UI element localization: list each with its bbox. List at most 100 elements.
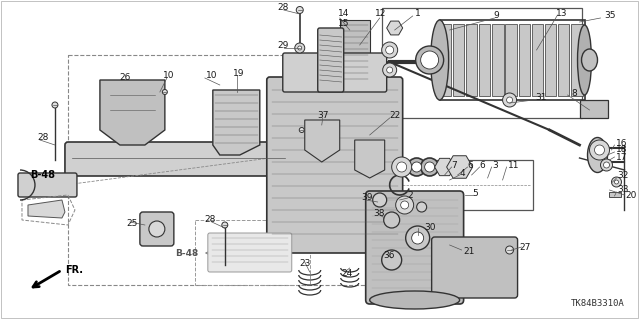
- Circle shape: [387, 67, 393, 73]
- Bar: [68, 55, 378, 285]
- Circle shape: [420, 158, 438, 176]
- Bar: [545, 24, 556, 96]
- Text: 13: 13: [556, 9, 567, 18]
- Text: TK84B3310A: TK84B3310A: [571, 299, 625, 308]
- Circle shape: [392, 157, 412, 177]
- FancyBboxPatch shape: [283, 53, 387, 92]
- Circle shape: [298, 46, 301, 50]
- Text: 24: 24: [342, 269, 353, 278]
- Circle shape: [300, 128, 304, 132]
- Text: FR.: FR.: [65, 265, 83, 275]
- Text: 30: 30: [425, 224, 436, 233]
- Bar: [440, 24, 451, 96]
- Circle shape: [372, 193, 387, 207]
- Circle shape: [296, 6, 303, 13]
- Text: 21: 21: [463, 248, 475, 256]
- Polygon shape: [340, 20, 370, 80]
- Circle shape: [604, 162, 609, 168]
- Circle shape: [406, 226, 429, 250]
- Ellipse shape: [588, 137, 607, 173]
- Text: 8: 8: [572, 88, 577, 98]
- Bar: [453, 24, 464, 96]
- Text: 28: 28: [37, 133, 49, 143]
- Ellipse shape: [577, 25, 591, 95]
- Text: 29: 29: [278, 41, 289, 49]
- Text: 38: 38: [374, 209, 385, 218]
- Circle shape: [396, 196, 413, 214]
- Circle shape: [386, 46, 394, 54]
- FancyBboxPatch shape: [317, 28, 344, 92]
- Text: 19: 19: [233, 69, 244, 78]
- Text: 10: 10: [163, 71, 174, 80]
- Circle shape: [415, 46, 444, 74]
- Text: 5: 5: [472, 189, 478, 197]
- Bar: [466, 24, 477, 96]
- Bar: [393, 160, 532, 210]
- FancyBboxPatch shape: [65, 142, 291, 176]
- Text: 17: 17: [616, 152, 627, 161]
- Ellipse shape: [582, 49, 598, 71]
- Bar: [572, 24, 582, 96]
- Polygon shape: [305, 120, 340, 162]
- Bar: [609, 192, 621, 197]
- Text: 32: 32: [618, 172, 629, 181]
- FancyBboxPatch shape: [140, 212, 174, 246]
- Bar: [381, 8, 582, 118]
- Text: B-48: B-48: [30, 170, 55, 180]
- Text: 16: 16: [616, 138, 627, 147]
- Text: 18: 18: [616, 145, 627, 154]
- Circle shape: [595, 145, 605, 155]
- Text: 33: 33: [618, 186, 629, 195]
- Text: 11: 11: [508, 160, 519, 169]
- Circle shape: [502, 93, 516, 107]
- Bar: [558, 24, 570, 96]
- Ellipse shape: [370, 291, 460, 309]
- Text: 26: 26: [119, 73, 131, 83]
- Circle shape: [614, 180, 618, 184]
- Text: 1: 1: [415, 10, 420, 19]
- Text: 10: 10: [206, 71, 218, 80]
- Circle shape: [611, 177, 621, 187]
- Circle shape: [222, 222, 228, 228]
- FancyBboxPatch shape: [431, 237, 518, 298]
- Bar: [532, 24, 543, 96]
- Circle shape: [381, 250, 402, 270]
- Text: 35: 35: [605, 11, 616, 19]
- Text: 36: 36: [384, 251, 395, 261]
- Text: 39: 39: [362, 194, 373, 203]
- Bar: [479, 24, 490, 96]
- Bar: [195, 220, 310, 285]
- Text: 6: 6: [479, 160, 485, 169]
- Circle shape: [381, 42, 397, 58]
- Circle shape: [383, 63, 397, 77]
- Circle shape: [412, 232, 424, 244]
- Text: 37: 37: [317, 112, 329, 121]
- Text: 25: 25: [126, 219, 137, 227]
- FancyBboxPatch shape: [208, 233, 292, 272]
- Text: 28: 28: [278, 4, 289, 12]
- Bar: [580, 100, 607, 118]
- Polygon shape: [28, 200, 65, 218]
- Text: 15: 15: [338, 19, 349, 27]
- Circle shape: [401, 201, 409, 209]
- Text: 6: 6: [468, 160, 474, 169]
- Circle shape: [149, 221, 165, 237]
- Text: 9: 9: [493, 11, 499, 20]
- Circle shape: [52, 102, 58, 108]
- Polygon shape: [387, 21, 403, 35]
- Circle shape: [425, 162, 435, 172]
- Text: B-48: B-48: [175, 249, 198, 257]
- Text: 20: 20: [625, 190, 637, 199]
- Text: 3: 3: [493, 160, 499, 169]
- Bar: [518, 24, 530, 96]
- Circle shape: [384, 212, 399, 228]
- Ellipse shape: [431, 20, 449, 100]
- Circle shape: [295, 43, 305, 53]
- Text: 23: 23: [300, 258, 311, 268]
- Polygon shape: [355, 140, 385, 178]
- Polygon shape: [213, 90, 260, 155]
- Polygon shape: [447, 156, 472, 178]
- Text: 14: 14: [338, 9, 349, 18]
- Polygon shape: [435, 158, 454, 176]
- Text: 27: 27: [520, 243, 531, 253]
